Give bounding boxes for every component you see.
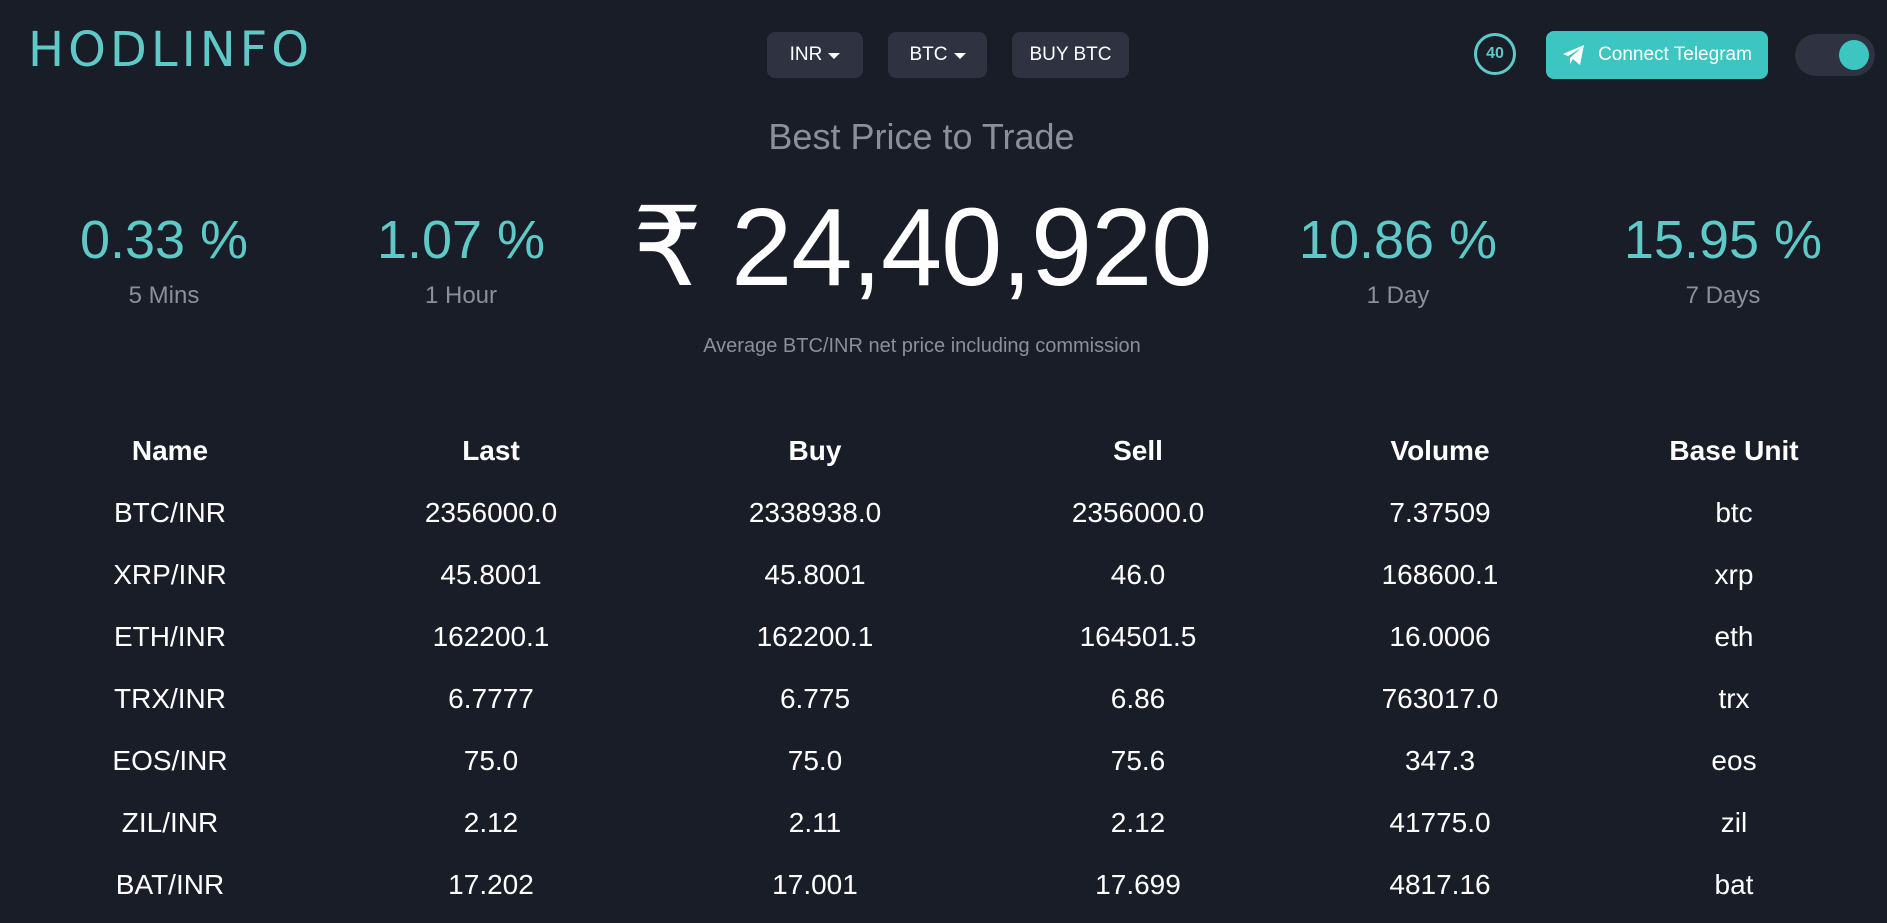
cell-sell: 46.0 xyxy=(1110,559,1166,590)
table-row: TRX/INR 6.7777 6.775 6.86 763017.0 trx xyxy=(0,668,1887,730)
cell-name: BTC/INR xyxy=(114,497,226,528)
table-row: XRP/INR 45.8001 45.8001 46.0 168600.1 xr… xyxy=(0,544,1887,606)
stat-value: 15.95 % xyxy=(1623,210,1823,270)
currency-select[interactable]: INR xyxy=(767,32,863,78)
stat-value: 1.07 % xyxy=(376,210,546,270)
cell-last: 162200.1 xyxy=(432,621,550,652)
cell-volume: 16.0006 xyxy=(1389,621,1491,652)
cell-buy: 2338938.0 xyxy=(748,497,882,528)
cell-base-unit: zil xyxy=(1720,807,1748,838)
stat-label: 1 Hour xyxy=(424,282,498,309)
theme-toggle[interactable] xyxy=(1795,34,1875,76)
refresh-timer: 40 xyxy=(1474,33,1516,75)
cell-buy: 17.001 xyxy=(772,869,858,900)
cell-last: 75.0 xyxy=(463,745,519,776)
stat-value: 0.33 % xyxy=(79,210,249,270)
cell-sell: 2.12 xyxy=(1110,807,1166,838)
average-price: ₹ 24,40,920 xyxy=(632,186,1213,309)
stat-1-day: 10.86 % 1 Day xyxy=(1248,208,1548,310)
cell-base-unit: btc xyxy=(1715,497,1753,528)
table-row: EOS/INR 75.0 75.0 75.6 347.3 eos xyxy=(0,730,1887,792)
table-row: ETH/INR 162200.1 162200.1 164501.5 16.00… xyxy=(0,606,1887,668)
table-row: BAT/INR 17.202 17.001 17.699 4817.16 bat xyxy=(0,854,1887,916)
cell-last: 17.202 xyxy=(448,869,534,900)
cell-volume: 347.3 xyxy=(1404,745,1476,776)
cell-volume: 7.37509 xyxy=(1389,497,1491,528)
cell-name: EOS/INR xyxy=(112,745,228,776)
price-table: Name Last Buy Sell Volume Base Unit BTC/… xyxy=(0,420,1887,916)
cell-sell: 6.86 xyxy=(1110,683,1166,714)
column-header: Base Unit xyxy=(1669,435,1799,466)
buy-btc-label: BUY BTC xyxy=(1029,44,1112,65)
toggle-knob xyxy=(1839,40,1869,70)
cell-name: XRP/INR xyxy=(113,559,227,590)
price-subtitle: Average BTC/INR net price including comm… xyxy=(703,335,1141,357)
chevron-down-icon xyxy=(828,53,841,59)
column-header: Sell xyxy=(1113,435,1163,466)
table-header: Name Last Buy Sell Volume Base Unit xyxy=(0,420,1887,482)
coin-select-label: BTC xyxy=(909,44,948,65)
column-header: Last xyxy=(462,435,520,466)
stat-1-hour: 1.07 % 1 Hour xyxy=(311,208,611,310)
cell-last: 2356000.0 xyxy=(424,497,558,528)
cell-base-unit: xrp xyxy=(1714,559,1754,590)
coin-select[interactable]: BTC xyxy=(888,32,987,78)
cell-volume: 763017.0 xyxy=(1381,683,1499,714)
column-header: Name xyxy=(131,435,209,466)
table-row: BTC/INR 2356000.0 2338938.0 2356000.0 7.… xyxy=(0,482,1887,544)
cell-name: BAT/INR xyxy=(115,869,225,900)
stat-label: 5 Mins xyxy=(128,282,200,309)
cell-last: 2.12 xyxy=(463,807,519,838)
cell-volume: 41775.0 xyxy=(1389,807,1491,838)
cell-last: 6.7777 xyxy=(448,683,534,714)
cell-sell: 2356000.0 xyxy=(1071,497,1205,528)
cell-base-unit: eos xyxy=(1711,745,1757,776)
cell-name: ETH/INR xyxy=(114,621,226,652)
connect-telegram-button[interactable]: Connect Telegram xyxy=(1546,31,1768,79)
table-row: ZIL/INR 2.12 2.11 2.12 41775.0 zil xyxy=(0,792,1887,854)
cell-volume: 168600.1 xyxy=(1381,559,1499,590)
cell-base-unit: eth xyxy=(1714,621,1754,652)
cell-base-unit: trx xyxy=(1718,683,1750,714)
connect-telegram-label: Connect Telegram xyxy=(1598,44,1752,65)
stat-label: 1 Day xyxy=(1366,282,1430,309)
cell-buy: 162200.1 xyxy=(756,621,874,652)
chevron-down-icon xyxy=(953,53,966,59)
hero-title: Best Price to Trade xyxy=(768,116,1075,157)
cell-name: TRX/INR xyxy=(114,683,226,714)
cell-name: ZIL/INR xyxy=(121,807,219,838)
stat-7-days: 15.95 % 7 Days xyxy=(1573,208,1873,310)
cell-sell: 17.699 xyxy=(1095,869,1181,900)
cell-last: 45.8001 xyxy=(440,559,542,590)
timer-value: 40 xyxy=(1486,45,1504,62)
logo[interactable]: HODLINFO xyxy=(28,22,314,78)
cell-volume: 4817.16 xyxy=(1389,869,1491,900)
stat-label: 7 Days xyxy=(1685,282,1761,309)
cell-buy: 2.11 xyxy=(788,807,842,838)
cell-buy: 6.775 xyxy=(779,683,851,714)
cell-sell: 75.6 xyxy=(1110,745,1166,776)
cell-base-unit: bat xyxy=(1714,869,1754,900)
cell-buy: 75.0 xyxy=(787,745,843,776)
telegram-icon xyxy=(1563,45,1585,65)
stat-value: 10.86 % xyxy=(1298,210,1498,270)
column-header: Buy xyxy=(788,435,842,466)
cell-sell: 164501.5 xyxy=(1079,621,1197,652)
stat-5-mins: 0.33 % 5 Mins xyxy=(14,208,314,310)
currency-select-label: INR xyxy=(789,44,823,65)
cell-buy: 45.8001 xyxy=(764,559,866,590)
buy-btc-button[interactable]: BUY BTC xyxy=(1012,32,1129,78)
column-header: Volume xyxy=(1390,435,1490,466)
